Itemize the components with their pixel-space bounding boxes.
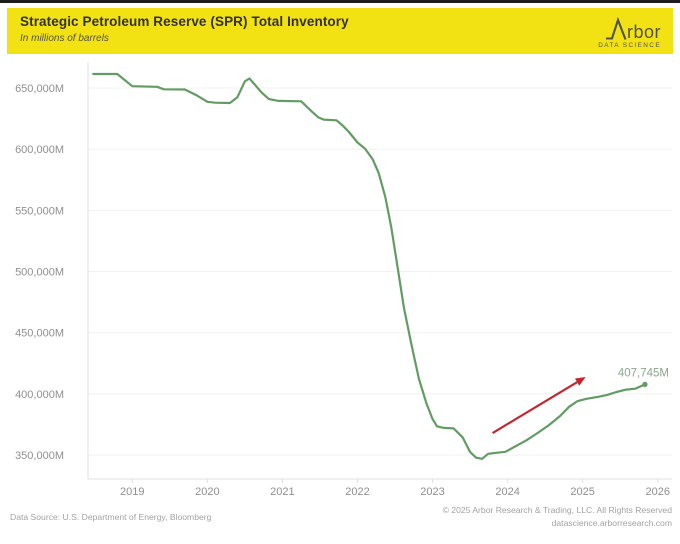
trend-arrow-shaft bbox=[492, 381, 578, 434]
y-axis-label: 650,000M bbox=[15, 83, 64, 95]
copyright-block: © 2025 Arbor Research & Trading, LLC. Al… bbox=[443, 504, 672, 531]
y-axis-label: 500,000M bbox=[15, 267, 64, 279]
chart-title: Strategic Petroleum Reserve (SPR) Total … bbox=[20, 14, 349, 29]
chart-subtitle: In millions of barrels bbox=[20, 32, 109, 44]
copyright-text: © 2025 Arbor Research & Trading, LLC. Al… bbox=[442, 505, 672, 515]
x-axis-label: 2020 bbox=[195, 486, 219, 498]
x-axis-label: 2024 bbox=[495, 486, 519, 498]
y-axis-label: 450,000M bbox=[15, 328, 64, 340]
y-axis-label: 350,000M bbox=[15, 450, 64, 462]
y-axis-label: 550,000M bbox=[15, 205, 64, 217]
x-axis-label: 2019 bbox=[120, 486, 144, 498]
arbor-logo: rbor DATA SCIENCE bbox=[598, 17, 661, 49]
end-value-label: 407,745M bbox=[618, 367, 669, 379]
logo-word: rbor bbox=[626, 22, 661, 42]
x-axis-label: 2021 bbox=[270, 486, 294, 498]
spr-series-line bbox=[92, 72, 647, 460]
trend-arrow-head bbox=[574, 376, 586, 386]
y-axis-label: 400,000M bbox=[15, 389, 64, 401]
x-axis-label: 2022 bbox=[345, 486, 369, 498]
y-axis-label: 600,000M bbox=[15, 144, 64, 156]
series-end-dot bbox=[642, 381, 648, 387]
x-axis-label: 2026 bbox=[645, 486, 669, 498]
logo-tagline: DATA SCIENCE bbox=[598, 42, 661, 49]
top-border bbox=[0, 0, 680, 3]
x-axis-label: 2023 bbox=[420, 486, 444, 498]
data-source-note: Data Source: U.S. Department of Energy, … bbox=[10, 512, 212, 522]
header-banner: Strategic Petroleum Reserve (SPR) Total … bbox=[7, 8, 673, 54]
x-axis-label: 2025 bbox=[570, 486, 594, 498]
arbor-peak-icon bbox=[605, 17, 627, 40]
website-text: datascience.arborresearch.com bbox=[551, 518, 672, 529]
